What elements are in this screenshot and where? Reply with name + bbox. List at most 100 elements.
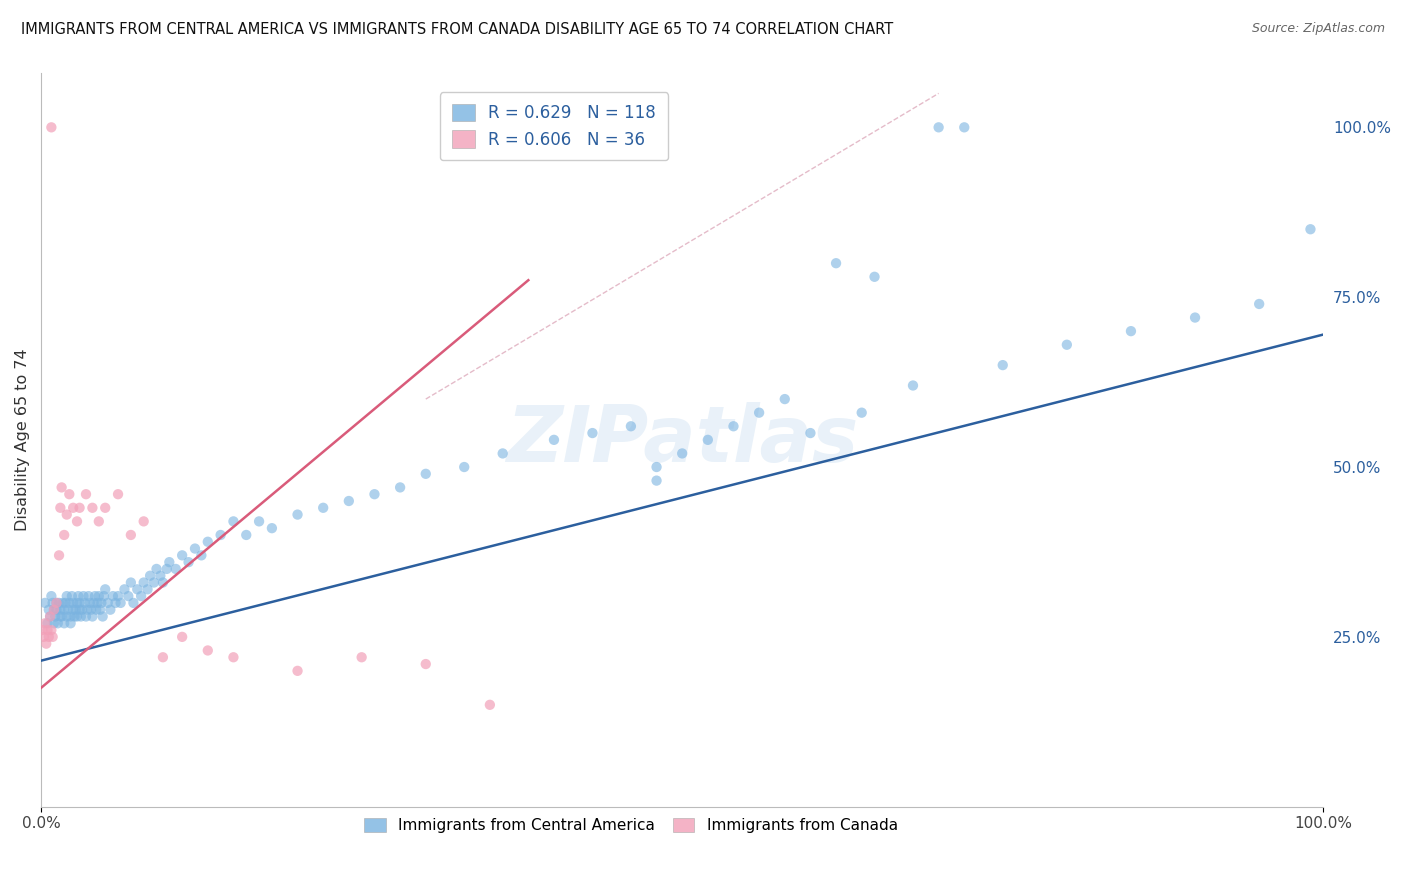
- Point: [90, 596, 112, 610]
- Point: [48, 596, 70, 610]
- Point: [97, 596, 120, 610]
- Point: [94, 500, 117, 515]
- Point: [53, 616, 76, 631]
- Point: [62, 596, 84, 610]
- Point: [58, 487, 80, 501]
- Point: [87, 589, 110, 603]
- Point: [60, 589, 83, 603]
- Point: [51, 480, 73, 494]
- Point: [110, 596, 132, 610]
- Point: [165, 562, 187, 576]
- Point: [84, 589, 107, 603]
- Point: [32, 630, 55, 644]
- Point: [645, 474, 668, 488]
- Point: [1056, 337, 1078, 351]
- Point: [55, 596, 77, 610]
- Point: [799, 425, 821, 440]
- Point: [62, 603, 84, 617]
- Point: [620, 419, 643, 434]
- Point: [671, 446, 693, 460]
- Point: [222, 650, 245, 665]
- Point: [48, 549, 70, 563]
- Point: [41, 623, 63, 637]
- Point: [415, 467, 437, 481]
- Point: [1249, 297, 1271, 311]
- Point: [38, 603, 60, 617]
- Point: [58, 596, 80, 610]
- Point: [172, 630, 194, 644]
- Point: [991, 358, 1014, 372]
- Point: [177, 555, 200, 569]
- Point: [44, 609, 66, 624]
- Point: [41, 120, 63, 135]
- Point: [415, 657, 437, 671]
- Point: [37, 623, 59, 637]
- Point: [190, 549, 212, 563]
- Point: [75, 487, 97, 501]
- Point: [38, 630, 60, 644]
- Point: [696, 433, 718, 447]
- Point: [45, 603, 67, 617]
- Point: [52, 596, 75, 610]
- Text: ZIPatlas: ZIPatlas: [506, 402, 858, 478]
- Point: [98, 603, 121, 617]
- Point: [66, 515, 89, 529]
- Point: [152, 650, 174, 665]
- Point: [94, 582, 117, 597]
- Point: [901, 378, 924, 392]
- Point: [55, 589, 77, 603]
- Point: [453, 460, 475, 475]
- Point: [39, 609, 62, 624]
- Point: [45, 596, 67, 610]
- Point: [136, 582, 159, 597]
- Point: [1119, 324, 1142, 338]
- Point: [67, 589, 90, 603]
- Point: [53, 603, 76, 617]
- Point: [49, 500, 72, 515]
- Point: [114, 582, 136, 597]
- Point: [928, 120, 950, 135]
- Point: [581, 425, 603, 440]
- Point: [69, 596, 91, 610]
- Point: [132, 515, 155, 529]
- Point: [70, 603, 93, 617]
- Point: [76, 603, 98, 617]
- Point: [723, 419, 745, 434]
- Point: [104, 596, 127, 610]
- Point: [56, 603, 79, 617]
- Point: [35, 637, 58, 651]
- Point: [350, 650, 373, 665]
- Point: [645, 460, 668, 475]
- Point: [49, 609, 72, 624]
- Point: [70, 609, 93, 624]
- Point: [63, 609, 86, 624]
- Point: [80, 603, 103, 617]
- Point: [73, 596, 96, 610]
- Point: [247, 515, 270, 529]
- Text: IMMIGRANTS FROM CENTRAL AMERICA VS IMMIGRANTS FROM CANADA DISABILITY AGE 65 TO 7: IMMIGRANTS FROM CENTRAL AMERICA VS IMMIG…: [21, 22, 893, 37]
- Point: [129, 589, 152, 603]
- Point: [46, 616, 69, 631]
- Text: Source: ZipAtlas.com: Source: ZipAtlas.com: [1251, 22, 1385, 36]
- Point: [235, 528, 257, 542]
- Point: [172, 549, 194, 563]
- Point: [37, 616, 59, 631]
- Point: [75, 609, 97, 624]
- Point: [197, 534, 219, 549]
- Point: [1299, 222, 1322, 236]
- Point: [157, 555, 180, 569]
- Point: [86, 596, 108, 610]
- Point: [107, 487, 129, 501]
- Point: [260, 521, 283, 535]
- Point: [389, 480, 412, 494]
- Point: [45, 596, 67, 610]
- Point: [953, 120, 976, 135]
- Point: [287, 664, 309, 678]
- Point: [184, 541, 207, 556]
- Point: [117, 589, 139, 603]
- Point: [145, 562, 167, 576]
- Point: [79, 596, 101, 610]
- Point: [53, 528, 76, 542]
- Point: [122, 596, 145, 610]
- Point: [51, 609, 73, 624]
